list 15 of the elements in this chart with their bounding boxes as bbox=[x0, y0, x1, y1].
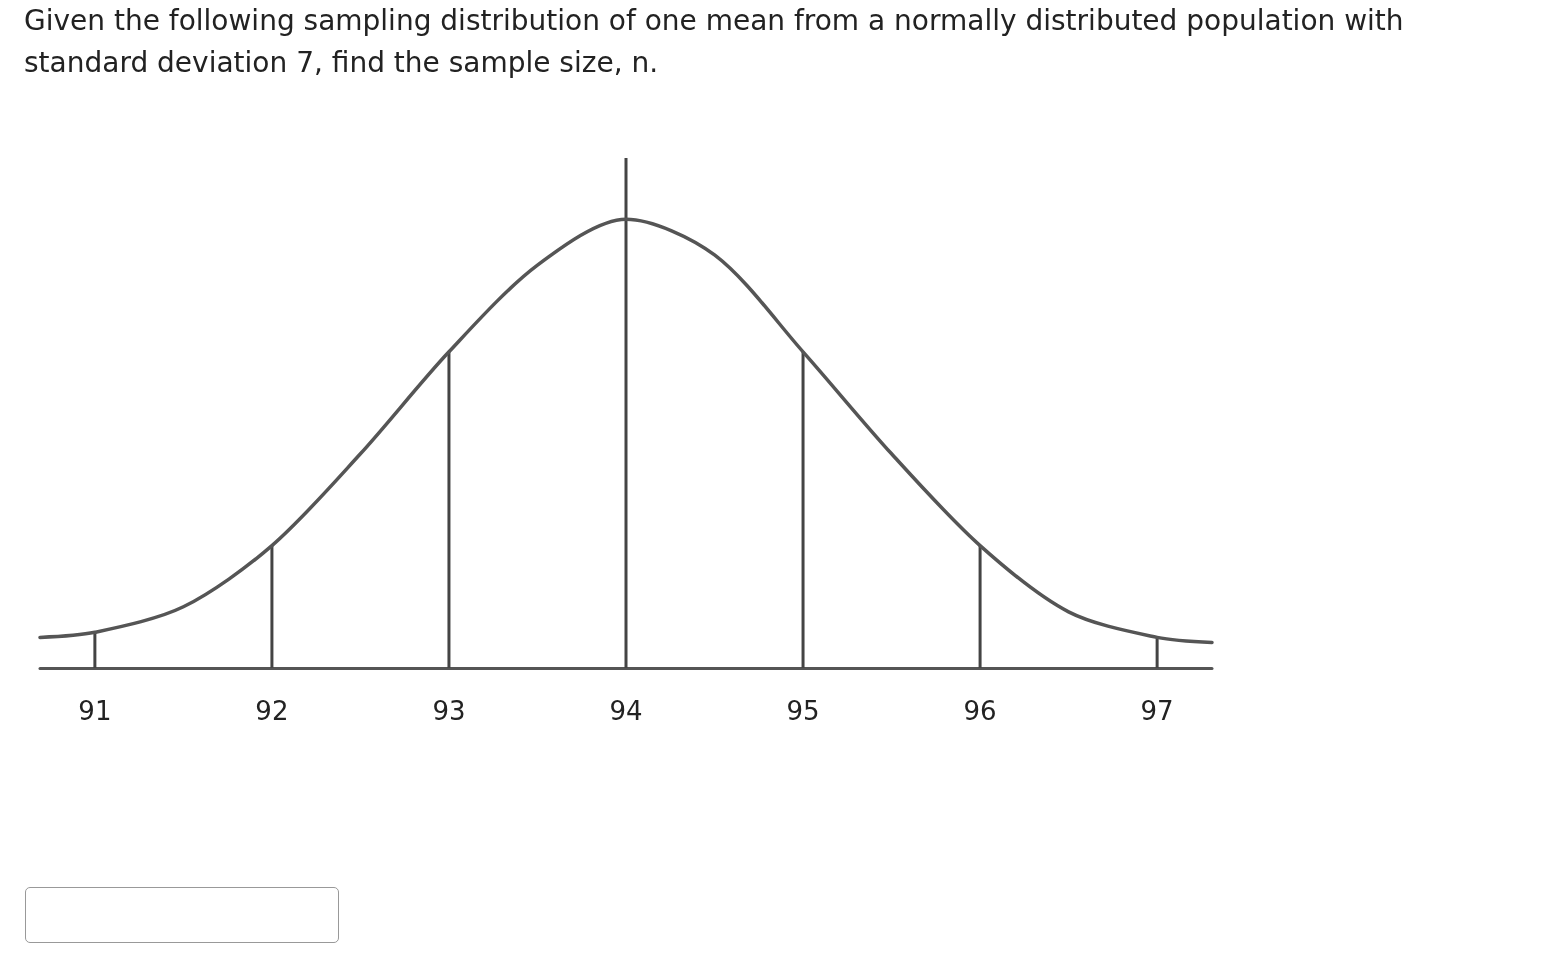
bar bbox=[270, 545, 274, 668]
bar bbox=[624, 158, 628, 668]
x-tick-label: 94 bbox=[609, 696, 643, 726]
bar bbox=[447, 351, 451, 668]
bar bbox=[93, 632, 97, 668]
x-tick-label: 96 bbox=[963, 696, 997, 726]
x-tick-label: 95 bbox=[786, 696, 820, 726]
x-tick-label: 93 bbox=[432, 696, 466, 726]
chart-title: Given the following sampling distribution of one mean from a normally distributed population with standard deviation 7, find the sample size, n. bbox=[24, 3, 1405, 81]
bar bbox=[801, 351, 805, 668]
x-tick-label: 92 bbox=[255, 696, 289, 726]
bar bbox=[1155, 637, 1159, 668]
bar bbox=[978, 545, 982, 668]
x-tick-label: 91 bbox=[78, 696, 112, 726]
x-tick-label: 97 bbox=[1140, 696, 1174, 726]
